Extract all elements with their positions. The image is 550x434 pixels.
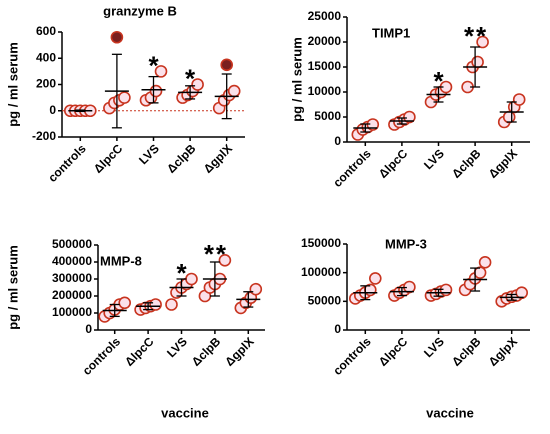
- significance-mark: *: [216, 239, 227, 269]
- significance-mark: *: [464, 21, 475, 51]
- x-tick-label: ΔclpB: [164, 141, 199, 176]
- y-tick-label: 100000: [52, 305, 92, 319]
- x-tick-label: ΔlpcC: [376, 334, 411, 369]
- x-tick-label: ΔclpB: [449, 334, 484, 369]
- y-tick-label: 200000: [52, 288, 92, 302]
- y-tick-label: 10000: [308, 84, 342, 98]
- y-tick-label: -200: [32, 129, 56, 143]
- x-tick-label: controls: [45, 141, 89, 185]
- data-point: [403, 110, 416, 124]
- x-axis-label: vaccine: [161, 405, 209, 420]
- x-tick-label: LVS: [136, 141, 162, 167]
- data-point: [515, 286, 529, 300]
- x-tick-label: ΔgplX: [222, 334, 256, 368]
- panel-title: MMP-8: [100, 253, 142, 268]
- significance-mark: *: [433, 66, 444, 96]
- x-tick-label: controls: [330, 146, 374, 190]
- x-axis-label: vaccine: [426, 405, 474, 420]
- data-point: [149, 84, 163, 98]
- x-tick-label: ΔlpcC: [91, 141, 126, 176]
- data-point: [471, 55, 484, 69]
- significance-mark: *: [185, 63, 196, 93]
- outlier-point: [220, 58, 233, 72]
- x-tick-label: LVS: [421, 334, 447, 360]
- y-tick-label: 50000: [308, 294, 342, 308]
- data-point: [512, 93, 526, 106]
- data-point: [478, 256, 492, 269]
- y-tick-label: 20000: [308, 34, 342, 48]
- data-point: [149, 298, 162, 311]
- y-tick-label: 500000: [52, 237, 92, 251]
- x-tick-label: controls: [80, 334, 124, 378]
- data-point: [154, 65, 168, 78]
- y-axis-label: pg / ml serum: [289, 37, 304, 122]
- data-point: [191, 78, 204, 91]
- data-point: [473, 266, 487, 279]
- panel-title: TIMP1: [372, 25, 410, 40]
- y-axis-label: pg / ml serum: [5, 42, 20, 127]
- x-tick-label: LVS: [164, 334, 190, 360]
- panel-title: granzyme B: [103, 3, 177, 18]
- panel-title: MMP-3: [385, 236, 427, 251]
- y-tick-label: 400: [36, 50, 56, 64]
- x-tick-label: ΔlpcC: [376, 146, 411, 181]
- y-axis-label: pg / ml serum: [5, 245, 20, 330]
- y-tick-label: 0: [49, 103, 56, 117]
- y-tick-label: 400000: [52, 254, 92, 268]
- x-tick-label: ΔclpB: [449, 146, 484, 181]
- y-tick-label: 15000: [308, 59, 342, 73]
- data-point: [218, 253, 232, 267]
- significance-mark: *: [148, 50, 159, 80]
- data-point: [118, 296, 131, 310]
- y-tick-label: 0: [334, 134, 341, 148]
- data-point: [368, 272, 382, 285]
- y-tick-label: 200: [36, 77, 56, 91]
- x-tick-label: controls: [330, 334, 374, 378]
- y-tick-label: 0: [85, 322, 92, 336]
- x-tick-label: ΔgplX: [486, 146, 520, 180]
- data-point: [476, 35, 489, 49]
- outlier-point: [110, 30, 124, 44]
- y-tick-label: 300000: [52, 271, 92, 285]
- y-tick-label: 100000: [301, 265, 341, 279]
- y-tick-label: 150000: [301, 236, 341, 250]
- x-tick-label: ΔclpB: [189, 334, 224, 369]
- x-tick-label: ΔgplX: [201, 141, 235, 175]
- data-point: [165, 298, 178, 311]
- significance-mark: *: [176, 258, 187, 288]
- data-point: [249, 282, 263, 296]
- y-tick-label: 0: [334, 322, 341, 336]
- significance-mark: *: [204, 239, 215, 269]
- x-tick-label: ΔglpX: [486, 334, 520, 368]
- y-tick-label: 5000: [314, 109, 341, 123]
- data-point: [185, 272, 198, 286]
- x-tick-label: LVS: [421, 146, 447, 172]
- data-point: [118, 91, 131, 104]
- y-tick-label: 600: [36, 24, 56, 38]
- significance-mark: *: [476, 21, 487, 51]
- data-point: [227, 84, 241, 98]
- y-tick-label: 25000: [308, 9, 342, 23]
- x-tick-label: ΔlpcC: [122, 334, 157, 369]
